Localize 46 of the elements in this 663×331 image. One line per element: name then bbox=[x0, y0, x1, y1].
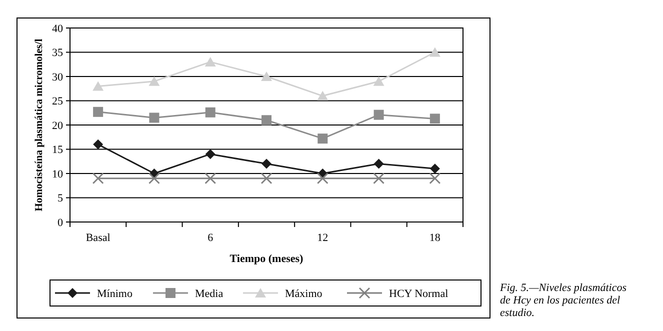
point bbox=[374, 158, 384, 169]
point bbox=[317, 90, 328, 100]
point bbox=[93, 106, 104, 117]
legend-label: Máximo bbox=[285, 288, 323, 300]
point bbox=[93, 139, 104, 150]
x-tick-label: 6 bbox=[208, 232, 214, 244]
point bbox=[373, 76, 384, 86]
point bbox=[205, 107, 216, 118]
y-tick-label: 10 bbox=[52, 168, 64, 180]
point bbox=[92, 172, 104, 184]
point bbox=[262, 158, 272, 169]
point bbox=[318, 134, 328, 144]
point bbox=[374, 110, 384, 120]
y-tick-label: 35 bbox=[52, 47, 64, 60]
y-axis-title: Homocisteína plasmática micromoles/l bbox=[34, 38, 45, 212]
y-tick-label: 40 bbox=[52, 22, 64, 35]
point bbox=[92, 81, 104, 91]
y-tick-label: 30 bbox=[52, 71, 64, 84]
legend-label: Media bbox=[195, 288, 224, 300]
point bbox=[149, 112, 160, 123]
point bbox=[429, 47, 440, 57]
point bbox=[430, 164, 440, 174]
point bbox=[261, 72, 272, 81]
y-tick-label: 15 bbox=[52, 144, 64, 156]
legend-label: HCY Normal bbox=[389, 288, 448, 300]
x-tick-label: Basal bbox=[86, 232, 110, 244]
point bbox=[262, 115, 272, 126]
y-tick-label: 0 bbox=[58, 216, 64, 229]
point bbox=[148, 172, 160, 184]
y-tick-label: 5 bbox=[58, 192, 64, 205]
y-tick-label: 25 bbox=[52, 96, 64, 108]
caption: Fig. 5.—Niveles plasmáticos de Hcy en los pacientes del estudio. bbox=[499, 282, 626, 319]
point bbox=[148, 76, 160, 86]
x-axis-title: Tiempo (meses) bbox=[230, 253, 304, 265]
point bbox=[429, 172, 441, 184]
x-tick-label: 12 bbox=[317, 232, 328, 244]
point bbox=[260, 172, 272, 184]
point bbox=[316, 172, 328, 184]
point bbox=[204, 172, 216, 184]
point bbox=[204, 56, 216, 66]
y-tick-label: 20 bbox=[52, 120, 64, 132]
legend-label: Mínimo bbox=[97, 288, 133, 300]
point bbox=[205, 149, 216, 160]
point bbox=[373, 172, 385, 184]
x-tick-label: 18 bbox=[429, 232, 441, 244]
point bbox=[430, 114, 440, 124]
